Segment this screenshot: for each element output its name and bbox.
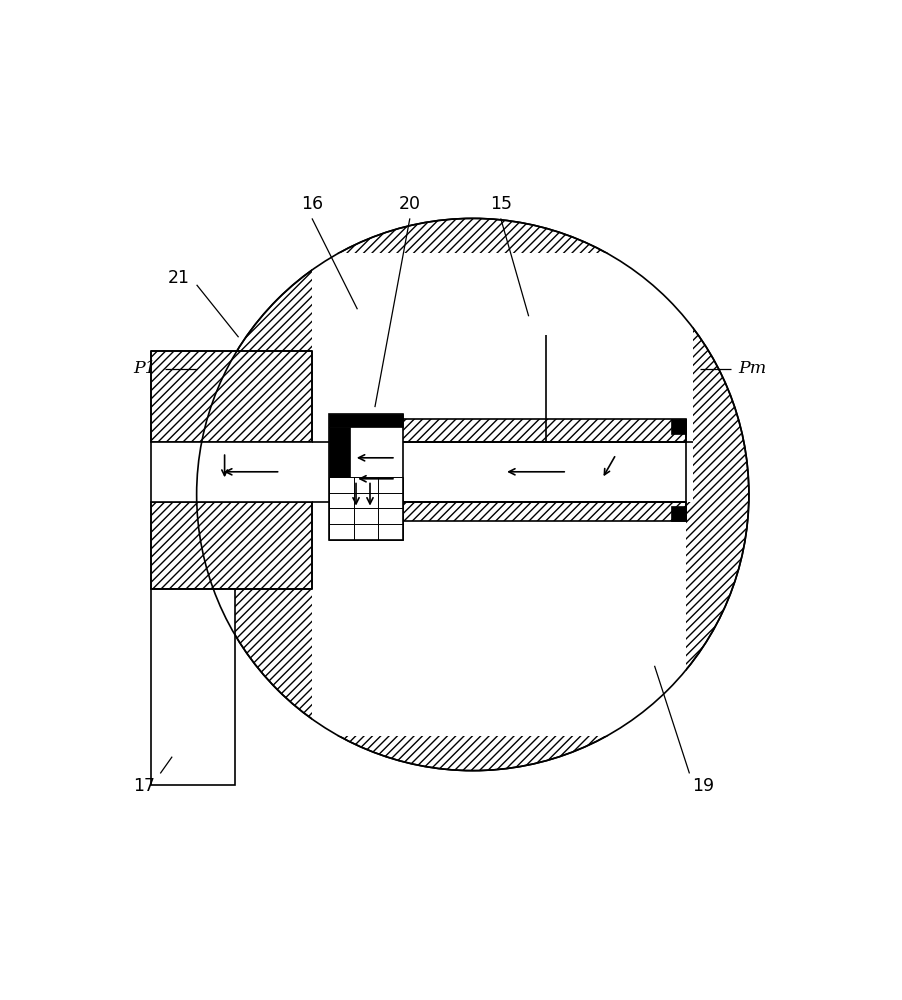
Bar: [329, 414, 403, 540]
Bar: [152, 442, 312, 502]
Bar: [152, 502, 312, 589]
Bar: [389, 502, 686, 521]
Bar: [329, 414, 403, 427]
Bar: [670, 419, 686, 434]
Bar: [389, 442, 686, 502]
Bar: [670, 506, 686, 521]
Bar: [152, 351, 312, 442]
Text: 15: 15: [490, 195, 511, 213]
Bar: [389, 419, 686, 442]
Bar: [329, 427, 350, 477]
Text: 17: 17: [133, 777, 155, 795]
Text: 19: 19: [693, 777, 714, 795]
Text: 21: 21: [168, 269, 190, 287]
Text: P1: P1: [133, 360, 156, 377]
Circle shape: [197, 218, 749, 771]
Bar: [312, 253, 693, 442]
Text: 20: 20: [399, 195, 421, 213]
Text: 16: 16: [301, 195, 323, 213]
Bar: [152, 589, 235, 785]
Bar: [152, 442, 312, 502]
Bar: [312, 502, 686, 736]
Text: Pm: Pm: [738, 360, 767, 377]
Bar: [312, 442, 693, 502]
